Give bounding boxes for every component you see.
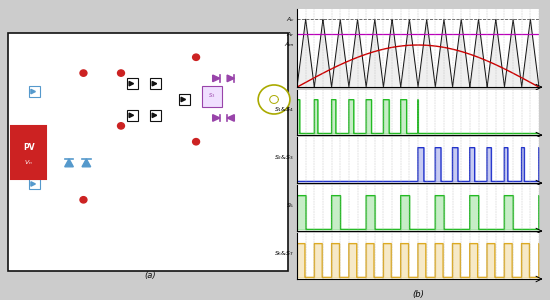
Bar — [179, 94, 190, 105]
Text: +: + — [86, 76, 92, 82]
Circle shape — [80, 70, 87, 76]
Text: $S_5$: $S_5$ — [286, 202, 295, 210]
Polygon shape — [213, 115, 220, 121]
Polygon shape — [129, 81, 134, 86]
Text: PV: PV — [23, 142, 35, 152]
Bar — [29, 179, 40, 189]
Polygon shape — [152, 81, 157, 86]
Text: $S_1$: $S_1$ — [20, 186, 28, 195]
Text: $v_{ck}$: $v_{ck}$ — [99, 110, 108, 118]
Text: $S_2$: $S_2$ — [146, 67, 153, 76]
Polygon shape — [65, 159, 73, 167]
Circle shape — [192, 54, 200, 60]
Text: $A_m$: $A_m$ — [284, 40, 295, 50]
Polygon shape — [31, 89, 35, 94]
Polygon shape — [152, 113, 157, 118]
Text: $S_2$&$S_3$: $S_2$&$S_3$ — [274, 154, 295, 162]
Circle shape — [118, 70, 124, 76]
Polygon shape — [129, 113, 134, 118]
Text: $L_b$: $L_b$ — [227, 121, 234, 130]
Text: $D_1$: $D_1$ — [56, 157, 64, 166]
Text: $D_a$: $D_a$ — [212, 63, 221, 72]
Bar — [150, 110, 162, 121]
Polygon shape — [213, 75, 220, 82]
Text: $C_1$: $C_1$ — [72, 72, 80, 81]
Circle shape — [258, 85, 290, 114]
Text: (b): (b) — [412, 290, 424, 299]
Polygon shape — [181, 97, 185, 102]
Text: $D_2$: $D_2$ — [227, 63, 235, 72]
Polygon shape — [82, 159, 91, 167]
Text: $V_n$: $V_n$ — [24, 158, 33, 167]
Text: $A_c$: $A_c$ — [285, 15, 295, 24]
Circle shape — [80, 196, 87, 203]
Bar — [29, 86, 40, 97]
Text: $S_3$: $S_3$ — [208, 91, 216, 100]
Text: $S_1$: $S_1$ — [123, 67, 130, 76]
Text: $i_{d2}$: $i_{d2}$ — [125, 54, 134, 63]
Bar — [202, 86, 222, 107]
Text: $C_2$: $C_2$ — [265, 83, 273, 92]
Text: $S_6$&$S_7$: $S_6$&$S_7$ — [274, 250, 295, 258]
Text: $S_2$: $S_2$ — [123, 120, 130, 129]
Text: (a): (a) — [144, 271, 156, 280]
Text: $A_r$: $A_r$ — [286, 30, 295, 39]
Polygon shape — [227, 75, 234, 82]
Bar — [126, 110, 139, 121]
Text: $S_1$&$S_4$: $S_1$&$S_4$ — [274, 106, 295, 115]
Bar — [150, 78, 162, 89]
Polygon shape — [227, 115, 234, 121]
Text: +: + — [86, 192, 92, 198]
Text: $D_2$: $D_2$ — [91, 157, 99, 166]
Text: $C_{PV}$: $C_{PV}$ — [14, 204, 25, 213]
Circle shape — [118, 123, 124, 129]
Text: $S_4$: $S_4$ — [146, 120, 154, 129]
Circle shape — [192, 139, 200, 145]
Text: $L_2$: $L_2$ — [218, 149, 226, 158]
Text: $V_s$: $V_s$ — [270, 62, 278, 71]
Text: $S_6$: $S_6$ — [20, 75, 28, 84]
Text: $L_n$: $L_n$ — [218, 43, 226, 52]
Text: $L_2$: $L_2$ — [48, 204, 55, 213]
Text: $L_4$: $L_4$ — [48, 59, 56, 68]
Bar — [11, 126, 46, 179]
Text: $S_3$: $S_3$ — [175, 80, 183, 89]
Text: $C_2$: $C_2$ — [72, 186, 80, 195]
Polygon shape — [31, 182, 35, 186]
Text: $D_4$: $D_4$ — [212, 121, 221, 130]
Bar — [126, 78, 139, 89]
